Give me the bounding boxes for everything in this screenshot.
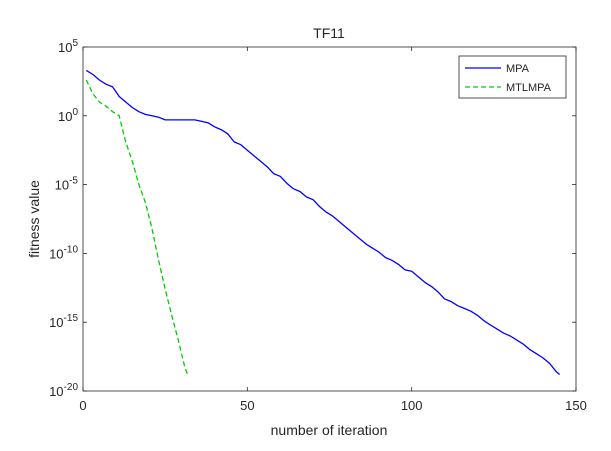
y-tick-label: 10-10 [49,244,78,261]
y-tick-exponent: -10 [64,244,79,255]
y-tick-base: 10 [58,109,72,124]
chart-title: TF11 [313,25,345,41]
series-layer [85,69,561,377]
y-tick-label: 10-15 [49,313,78,330]
y-tick-base: 10 [49,246,63,261]
series-line-mtlmpa [85,79,189,377]
series-line-mpa [85,69,561,375]
y-tick-base: 10 [49,384,63,399]
y-tick-label: 10-20 [49,382,78,399]
y-tick-exponent: -5 [69,176,78,187]
axes-box [82,46,577,392]
x-tick-label: 0 [79,398,86,413]
legend-label-mpa: MPA [506,63,530,75]
y-tick-label: 10-5 [55,176,79,193]
x-axis-title: number of iteration [271,422,388,438]
y-tick-exponent: -20 [64,382,79,393]
x-tick-label: 50 [240,398,254,413]
y-tick-exponent: 0 [72,107,78,118]
y-tick-base: 10 [55,178,69,193]
y-tick-label: 105 [58,38,78,55]
x-tick-label: 100 [401,398,423,413]
legend-box [458,55,567,99]
legend: MPA MTLMPA [458,55,567,99]
y-tick-label: 100 [58,107,78,124]
legend-label-mtlmpa: MTLMPA [506,82,552,94]
y-tick-exponent: -15 [64,313,79,324]
y-tick-exponent: 5 [72,38,78,49]
y-tick-base: 10 [49,315,63,330]
y-axis-title: fitness value [26,180,42,258]
x-tick-label: 150 [565,398,587,413]
y-tick-base: 10 [58,40,72,55]
plot-area [83,47,576,391]
